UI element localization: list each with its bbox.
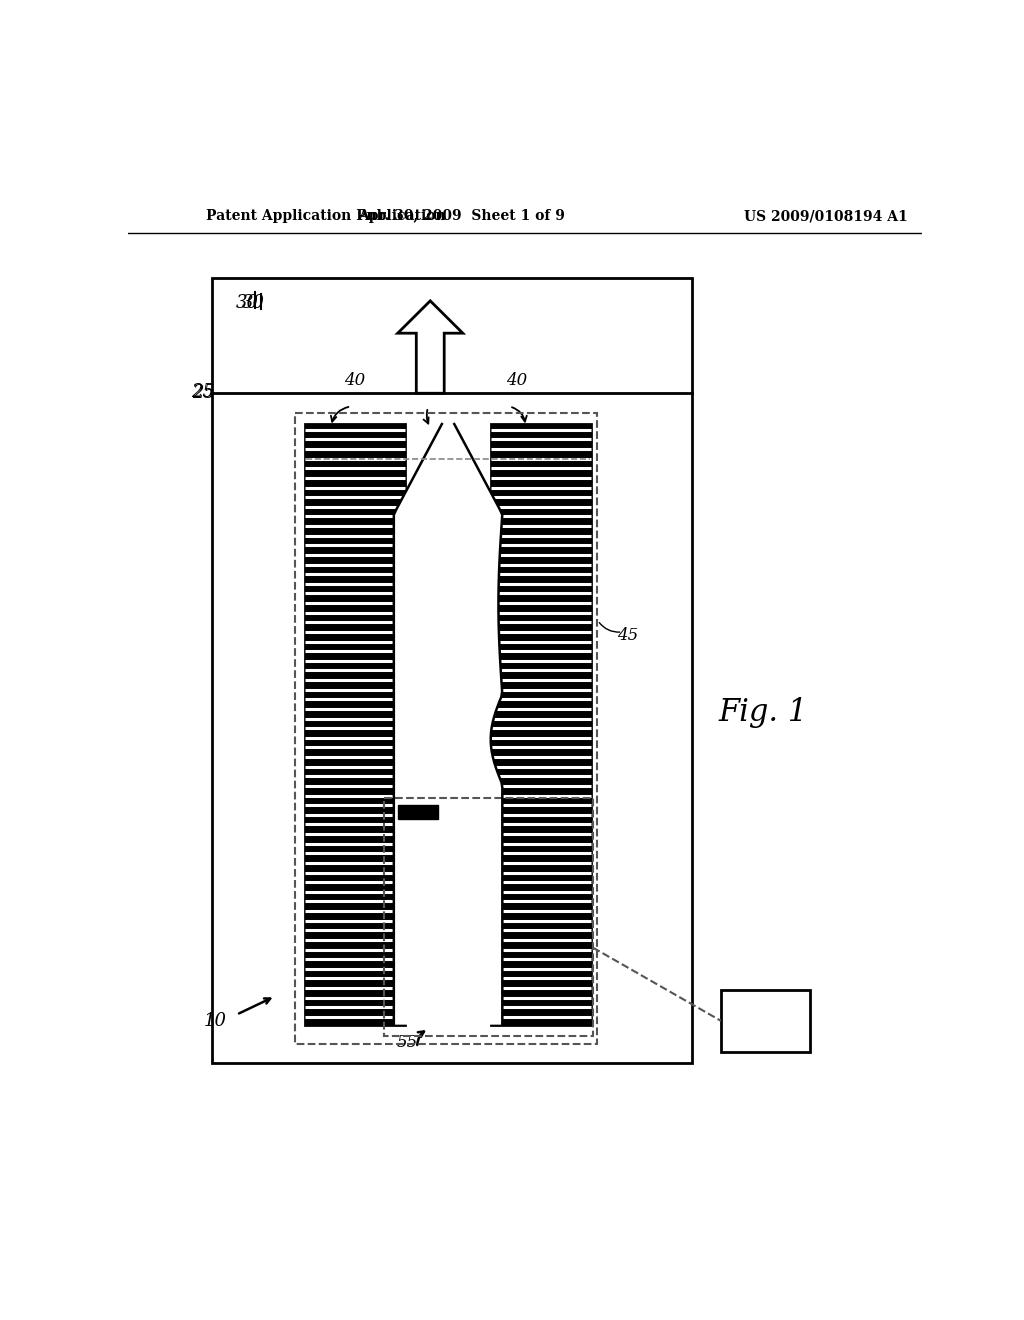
Bar (397, 805, 438, 818)
Text: 30: 30 (236, 294, 259, 312)
Text: 40: 40 (507, 372, 527, 389)
Bar (305, 424, 406, 1024)
Text: 55: 55 (396, 1034, 418, 1051)
Bar (721, 990, 810, 1052)
Bar (212, 277, 692, 1063)
Text: 10: 10 (204, 1012, 227, 1030)
Text: 45: 45 (617, 627, 639, 644)
Text: 50: 50 (390, 838, 412, 855)
Text: 35: 35 (520, 731, 542, 748)
Text: Fig. 1: Fig. 1 (719, 697, 808, 729)
Text: 40: 40 (344, 372, 366, 389)
Text: Apr. 30, 2009  Sheet 1 of 9: Apr. 30, 2009 Sheet 1 of 9 (357, 209, 564, 223)
Polygon shape (397, 301, 463, 393)
Bar (295, 412, 597, 1044)
Text: 35: 35 (377, 781, 398, 799)
Text: 30: 30 (242, 294, 265, 312)
Text: 65: 65 (416, 370, 437, 387)
Text: 25: 25 (190, 383, 214, 401)
Bar (490, 424, 592, 1024)
Bar (384, 797, 593, 1036)
Polygon shape (394, 424, 503, 1024)
Text: Patent Application Publication: Patent Application Publication (206, 209, 445, 223)
Text: 25: 25 (193, 384, 215, 403)
Text: US 2009/0108194 A1: US 2009/0108194 A1 (743, 209, 907, 223)
Text: 60: 60 (753, 1012, 778, 1030)
